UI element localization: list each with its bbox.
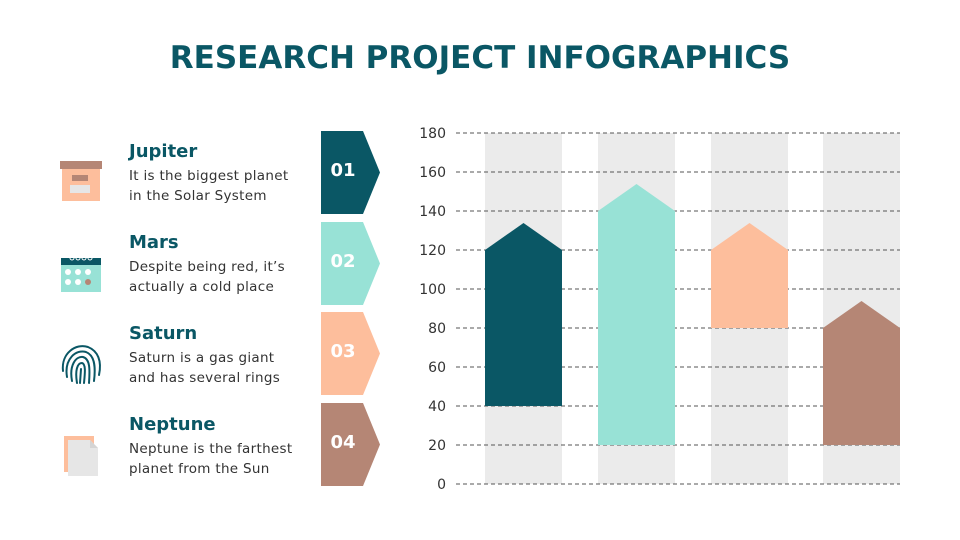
- y-tick-label: 80: [428, 321, 446, 337]
- number-tag: 03: [321, 312, 380, 395]
- number-tag: 02: [321, 222, 380, 305]
- y-tick-label: 180: [419, 126, 446, 142]
- y-tick-label: 20: [428, 438, 446, 454]
- calendar-icon: [58, 250, 104, 296]
- item-description: Neptune is the farthest planet from the …: [129, 439, 292, 479]
- item-description-line: Saturn is a gas giant: [129, 350, 275, 366]
- list-item-neptune: Neptune Neptune is the farthest planet f…: [0, 414, 320, 504]
- y-tick-label: 40: [428, 399, 446, 415]
- bar-4: [823, 301, 900, 445]
- item-description-line: actually a cold place: [129, 279, 275, 295]
- item-description: Saturn is a gas giant and has several ri…: [129, 348, 280, 388]
- list-item-mars: Mars Despite being red, it’s actually a …: [0, 232, 320, 322]
- number-tag: 04: [321, 403, 380, 486]
- item-name: Saturn: [129, 323, 198, 344]
- item-name: Mars: [129, 232, 179, 253]
- number-tag: 01: [321, 131, 380, 214]
- number-label: 04: [330, 432, 356, 453]
- archive-box-icon: [58, 159, 104, 205]
- y-tick-label: 140: [419, 204, 446, 220]
- item-description-line: in the Solar System: [129, 188, 267, 204]
- bar-3: [711, 223, 788, 328]
- y-tick-label: 0: [437, 477, 446, 493]
- list-item-jupiter: Jupiter It is the biggest planet in the …: [0, 141, 320, 231]
- floating-bar-chart: 0 20 40 60 80 100 120 140 160 180: [419, 126, 900, 493]
- item-description-line: It is the biggest planet: [129, 168, 289, 184]
- item-description: It is the biggest planet in the Solar Sy…: [129, 166, 288, 206]
- y-tick-label: 100: [419, 282, 446, 298]
- item-description-line: Despite being red, it’s: [129, 259, 285, 275]
- y-tick-label: 60: [428, 360, 446, 376]
- item-name: Neptune: [129, 414, 216, 435]
- list-item-saturn: Saturn Saturn is a gas giant and has sev…: [0, 323, 320, 413]
- item-description-line: planet from the Sun: [129, 461, 270, 477]
- item-name: Jupiter: [129, 141, 198, 162]
- fingerprint-icon: [58, 341, 104, 387]
- pentagon-arrow-shape: [321, 222, 380, 305]
- y-tick-label: 160: [419, 165, 446, 181]
- pentagon-arrow-shape: [321, 312, 380, 395]
- number-label: 03: [330, 341, 356, 362]
- pentagon-arrow-shape: [321, 131, 380, 214]
- number-label: 02: [330, 251, 356, 272]
- number-label: 01: [330, 160, 356, 181]
- item-description-line: and has several rings: [129, 370, 281, 386]
- document-icon: [58, 432, 104, 478]
- bar-1: [485, 223, 562, 406]
- pentagon-arrow-shape: [321, 403, 380, 486]
- page-title: RESEARCH PROJECT INFOGRAPHICS: [169, 40, 791, 76]
- bar-2: [598, 184, 675, 445]
- y-tick-label: 120: [419, 243, 446, 259]
- item-description-line: Neptune is the farthest: [129, 441, 293, 457]
- item-description: Despite being red, it’s actually a cold …: [129, 257, 285, 297]
